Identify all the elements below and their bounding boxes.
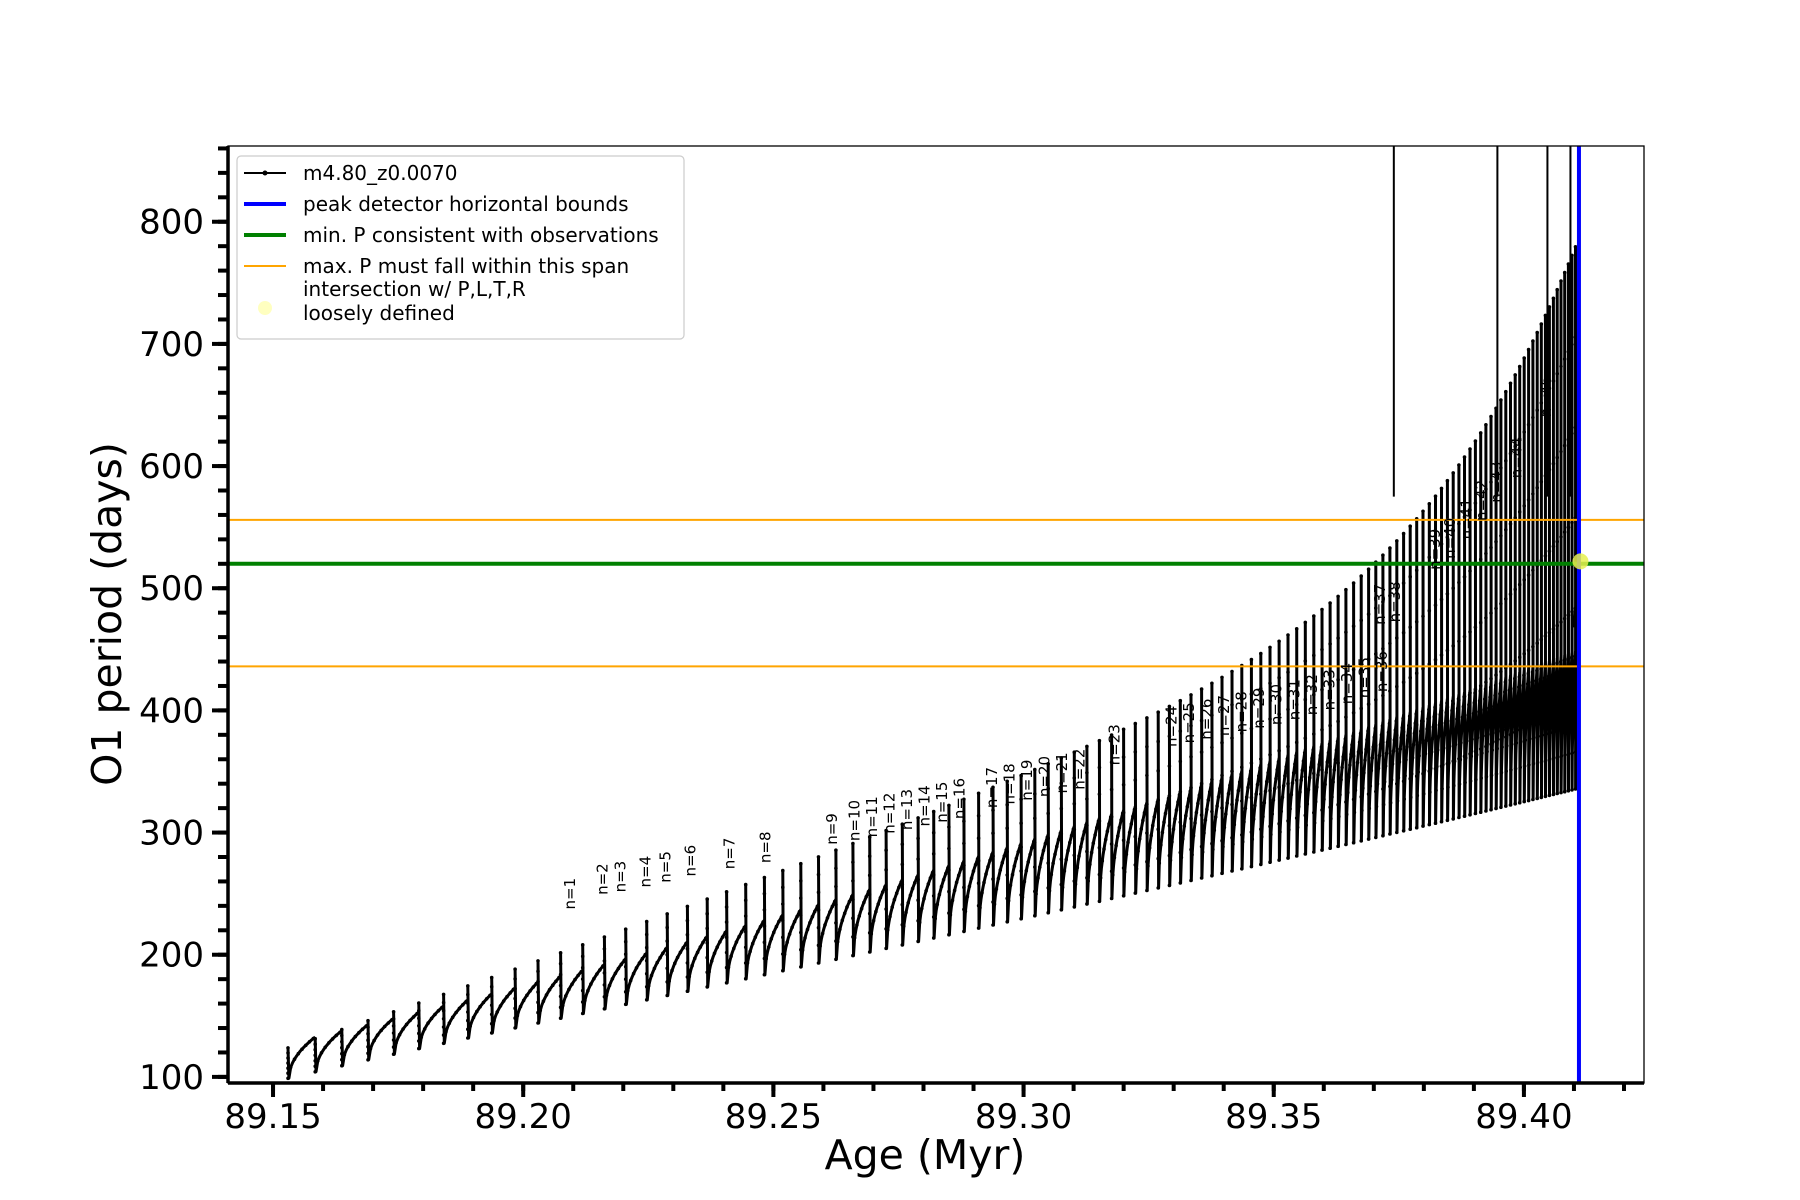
pulse-label: n=23 — [1106, 724, 1124, 765]
pulse-label: n=26 — [1198, 699, 1216, 740]
pulse-label: n=5 — [656, 851, 674, 883]
x-tick-label: 89.20 — [475, 1097, 572, 1137]
x-tick-label: 89.15 — [224, 1097, 321, 1137]
intersection-point — [1572, 553, 1589, 570]
plot-content — [286, 245, 1581, 1081]
pulse-label: n=18 — [1001, 763, 1019, 804]
pulse-label: n=20 — [1036, 756, 1054, 797]
y-tick-label: 300 — [139, 814, 204, 854]
y-tick-label: 600 — [139, 447, 204, 487]
pulse-label: n=6 — [681, 845, 699, 877]
pulse-label: n=44 — [1507, 437, 1525, 478]
pulse-label: n=3 — [611, 861, 629, 893]
pulse-label: n=24 — [1163, 706, 1181, 747]
reference-lines — [228, 146, 1644, 1083]
pulse-label: n=1 — [561, 878, 579, 910]
legend-label-line2: loosely defined — [303, 301, 455, 325]
pulse-label: n=9 — [823, 813, 841, 845]
pulse-label: n=30 — [1268, 684, 1286, 725]
pulse-label: n=35 — [1355, 657, 1373, 698]
pulse-label: n=19 — [1018, 760, 1036, 801]
pulse-label: n=2 — [593, 863, 611, 895]
legend-swatch-dot — [258, 301, 272, 315]
x-tick-label: 89.30 — [975, 1097, 1072, 1137]
pulse-label: n=33 — [1320, 669, 1338, 710]
legend-label: intersection w/ P,L,T,R — [303, 277, 526, 301]
pulse-label: n=4 — [636, 856, 654, 888]
pulse-label: n=46 — [1537, 376, 1555, 417]
pulse-label: n=22 — [1071, 749, 1089, 790]
pulse-label: n=16 — [951, 778, 969, 819]
pulse-label: n=10 — [845, 800, 863, 841]
pulse-label: n=41 — [1457, 498, 1475, 539]
pulse-label: n=17 — [983, 767, 1001, 808]
pulse-label: n=32 — [1303, 674, 1321, 715]
pulse-label: n=42 — [1472, 480, 1490, 521]
pulse-annotations: n=1 n=2 n=3 n=4 n=5 n=6 n=7 n=8n=9 n=10 n=11 n=12 n… — [561, 376, 1555, 909]
axes: 89.15 89.20 89.25 89.30 89.35 89.40 100 200 300 4… — [139, 145, 1645, 1137]
pulse-label: n=29 — [1250, 688, 1268, 729]
y-tick-label: 700 — [139, 325, 204, 365]
pulse-label: n=37 — [1371, 584, 1389, 625]
y-axis-title: O1 period (days) — [83, 442, 131, 786]
y-tick-label: 100 — [139, 1058, 204, 1098]
pulse-label: n=12 — [881, 793, 899, 834]
pulse-label: n=11 — [863, 796, 881, 837]
legend-swatch-series-marker — [262, 170, 268, 176]
y-tick-label: 500 — [139, 569, 204, 609]
y-tick-label: 400 — [139, 691, 204, 731]
legend-label: peak detector horizontal bounds — [303, 192, 629, 216]
pulse-label: n=43 — [1487, 462, 1505, 503]
pulse-label: n=13 — [898, 789, 916, 830]
pulse-label: n=25 — [1180, 702, 1198, 743]
legend-box — [236, 155, 685, 340]
legend-label: m4.80_z0.0070 — [303, 161, 458, 185]
legend-label: max. P must fall within this span — [303, 254, 629, 278]
pulse-label: n=8 — [756, 831, 774, 863]
pulse-label: n=21 — [1053, 752, 1071, 793]
pulse-label: n=14 — [916, 785, 934, 826]
y-tick-label: 800 — [139, 203, 204, 243]
pulse-label: n=40 — [1441, 518, 1459, 559]
x-tick-label: 89.25 — [725, 1097, 822, 1137]
legend-label: min. P consistent with observations — [303, 223, 659, 247]
x-tick-label: 89.35 — [1225, 1097, 1322, 1137]
pulse-label: n=27 — [1215, 695, 1233, 736]
pulse-label: n=28 — [1233, 691, 1251, 732]
x-tick-label: 89.40 — [1475, 1097, 1572, 1137]
pulse-label: n=7 — [720, 838, 738, 870]
x-axis-title: Age (Myr) — [825, 1131, 1026, 1179]
y-tick-label: 200 — [139, 936, 204, 976]
pulse-label: n=39 — [1426, 529, 1444, 570]
pulse-label: n=34 — [1338, 663, 1356, 704]
pulse-label: n=15 — [933, 782, 951, 823]
pulse-label: n=31 — [1285, 679, 1303, 720]
pulse-label: n=38 — [1386, 581, 1404, 622]
pulse-label: n=36 — [1373, 651, 1391, 692]
